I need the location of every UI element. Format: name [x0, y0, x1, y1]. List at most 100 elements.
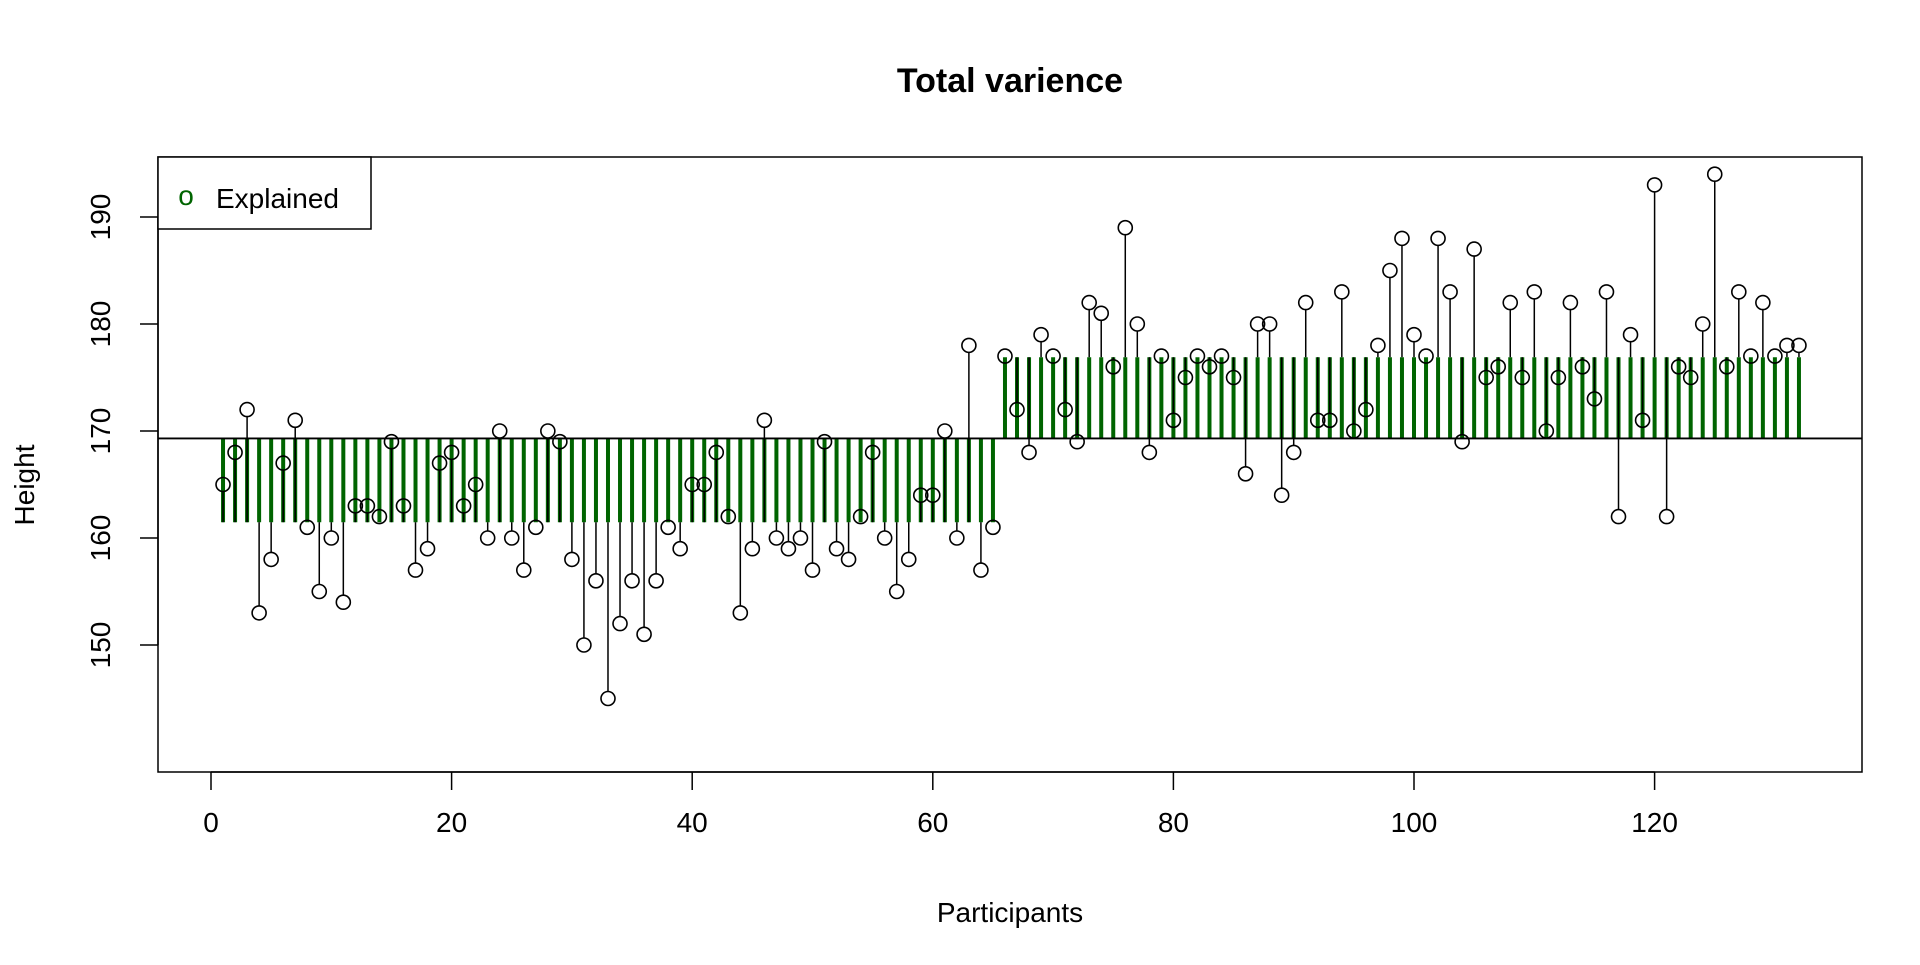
data-point-55	[864, 444, 881, 461]
data-point-130	[1767, 348, 1783, 364]
data-point-23	[479, 530, 496, 546]
data-point-87	[1249, 316, 1266, 332]
data-point-74	[1093, 305, 1110, 322]
data-point-89	[1273, 487, 1290, 504]
data-point-115	[1586, 391, 1603, 407]
legend-label: Explained	[216, 183, 339, 214]
data-point-92	[1309, 412, 1326, 429]
data-point-36	[636, 626, 652, 643]
data-point-61	[937, 423, 953, 439]
data-point-53	[840, 551, 857, 568]
data-point-46	[756, 412, 773, 429]
y-tick-label-170: 170	[85, 408, 116, 455]
data-point-127	[1731, 284, 1747, 300]
data-point-60	[924, 487, 941, 504]
data-point-8	[299, 519, 316, 536]
data-point-9	[311, 583, 328, 600]
data-point-91	[1297, 294, 1314, 311]
x-tick-label-80: 80	[1158, 807, 1189, 838]
data-point-52	[828, 540, 845, 557]
data-point-108	[1502, 294, 1519, 311]
x-tick-label-40: 40	[677, 807, 708, 838]
data-point-49	[792, 530, 809, 546]
data-point-131	[1779, 337, 1795, 354]
data-point-29	[552, 433, 568, 450]
data-point-113	[1562, 294, 1579, 311]
data-point-28	[540, 423, 556, 439]
data-point-109	[1514, 369, 1531, 386]
data-point-121	[1658, 508, 1675, 525]
data-point-116	[1598, 284, 1615, 300]
data-point-22	[467, 476, 484, 493]
chart-title: Total varience	[897, 62, 1123, 100]
data-point-59	[912, 487, 929, 504]
data-point-84	[1213, 348, 1230, 364]
data-point-48	[780, 540, 797, 557]
data-point-69	[1033, 326, 1049, 343]
data-point-82	[1189, 348, 1206, 364]
data-point-129	[1755, 294, 1771, 311]
data-point-18	[419, 540, 436, 557]
data-point-25	[503, 530, 520, 546]
data-point-75	[1105, 358, 1122, 375]
data-point-81	[1177, 369, 1194, 386]
data-point-7	[287, 412, 304, 429]
data-point-90	[1285, 444, 1302, 461]
data-point-94	[1334, 284, 1350, 300]
y-axis-label: Height	[9, 444, 40, 525]
data-point-85	[1225, 369, 1242, 386]
data-point-101	[1418, 348, 1434, 364]
legend-box	[157, 156, 372, 230]
data-point-43	[720, 508, 737, 525]
data-point-11	[335, 594, 352, 611]
data-point-51	[816, 433, 833, 450]
x-axis-label: Participants	[937, 897, 1083, 928]
data-point-72	[1069, 433, 1085, 450]
data-point-5	[263, 551, 279, 568]
legend: o Explained	[157, 156, 372, 230]
x-tick-label-0: 0	[203, 807, 219, 838]
data-point-86	[1237, 465, 1254, 482]
data-point-34	[612, 615, 628, 632]
data-point-107	[1490, 358, 1507, 375]
data-point-62	[949, 530, 965, 546]
data-point-47	[768, 530, 785, 546]
data-point-106	[1478, 369, 1494, 386]
x-tick-label-100: 100	[1391, 807, 1438, 838]
data-point-128	[1743, 348, 1759, 364]
data-point-33	[600, 690, 616, 707]
data-point-19	[431, 455, 448, 471]
data-point-58	[900, 551, 917, 568]
data-point-39	[672, 540, 688, 557]
data-point-26	[515, 562, 532, 578]
data-point-40	[684, 476, 701, 493]
x-tick-label-120: 120	[1631, 807, 1678, 838]
data-point-123	[1682, 369, 1699, 386]
data-point-78	[1141, 444, 1158, 461]
data-point-2	[227, 444, 243, 461]
data-point-14	[371, 508, 388, 525]
data-point-13	[359, 498, 376, 514]
data-point-125	[1706, 166, 1723, 182]
data-point-100	[1406, 326, 1422, 343]
data-point-96	[1358, 401, 1374, 418]
data-point-38	[660, 519, 676, 536]
y-tick-label-160: 160	[85, 515, 116, 562]
data-point-102	[1430, 230, 1446, 247]
data-point-44	[732, 605, 749, 621]
data-point-126	[1718, 358, 1735, 375]
data-point-35	[624, 572, 640, 589]
data-point-76	[1117, 219, 1134, 236]
data-point-37	[648, 572, 664, 589]
data-point-77	[1129, 316, 1146, 332]
data-point-114	[1574, 358, 1591, 375]
data-point-79	[1153, 348, 1170, 364]
data-point-120	[1646, 177, 1663, 193]
data-point-17	[407, 562, 424, 578]
data-point-73	[1081, 294, 1097, 311]
legend-symbol: o	[178, 180, 194, 211]
data-point-98	[1382, 262, 1398, 279]
data-point-64	[973, 562, 989, 578]
data-point-105	[1466, 241, 1482, 257]
